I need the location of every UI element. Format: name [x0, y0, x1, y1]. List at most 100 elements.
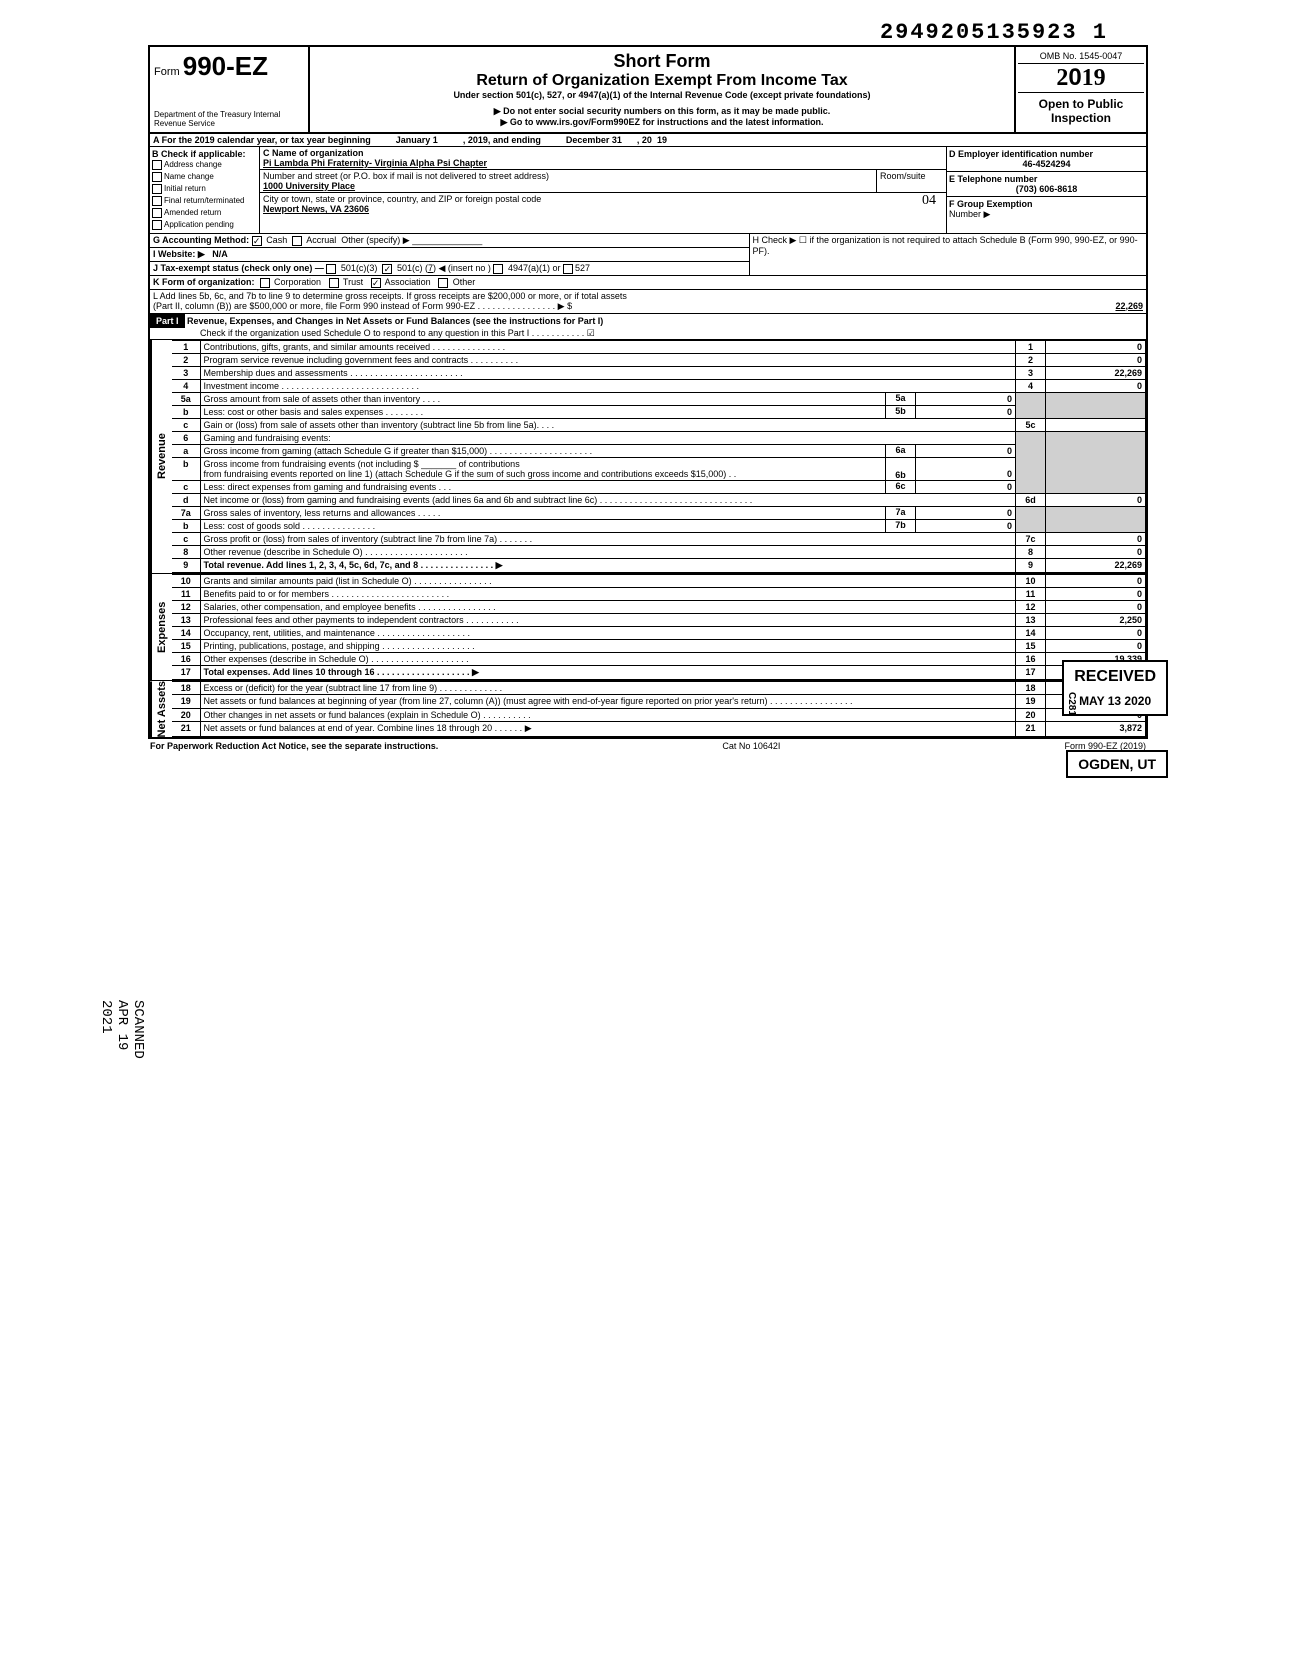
ln2-amt: 0: [1046, 353, 1146, 366]
row-a-end: December 31: [566, 135, 622, 145]
ln5a-amt: 0: [915, 393, 1015, 405]
check-address[interactable]: [152, 160, 162, 170]
ln5b-box: 5b: [885, 406, 915, 418]
check-corp[interactable]: [260, 278, 270, 288]
ln11-num: 11: [172, 587, 200, 600]
row-a-yearval: 19: [657, 135, 667, 145]
footer-mid: Cat No 10642I: [722, 741, 780, 751]
ln6-desc: Gaming and fundraising events:: [200, 431, 1016, 444]
ln5a-box: 5a: [885, 393, 915, 405]
check-cash[interactable]: ✓: [252, 236, 262, 246]
ln6b-d2: of contributions: [459, 459, 520, 469]
ln14-num: 14: [172, 626, 200, 639]
ln5b-amt: 0: [915, 406, 1015, 418]
ln12-box: 12: [1016, 600, 1046, 613]
ln7b-amt: 0: [915, 520, 1015, 532]
ln13-box: 13: [1016, 613, 1046, 626]
h-text: H Check ▶ ☐ if the organization is not r…: [753, 235, 1138, 256]
ln5c-amt: [1046, 418, 1146, 431]
ln13-amt: 2,250: [1046, 613, 1146, 626]
ln11-box: 11: [1016, 587, 1046, 600]
ln15-amt: 0: [1046, 639, 1146, 652]
lbl-501c: 501(c) (: [397, 263, 428, 273]
ein: 46-4524294: [949, 159, 1144, 169]
ln1-desc: Contributions, gifts, grants, and simila…: [200, 340, 1016, 353]
ln8-desc: Other revenue (describe in Schedule O) .…: [200, 545, 1016, 558]
row-a-label: A For the 2019 calendar year, or tax yea…: [153, 135, 371, 145]
ln5c-box: 5c: [1016, 418, 1046, 431]
e-label: E Telephone number: [949, 174, 1144, 184]
check-amended[interactable]: [152, 208, 162, 218]
lbl-trust: Trust: [343, 277, 363, 287]
public-2: Inspection: [1051, 111, 1111, 125]
check-name[interactable]: [152, 172, 162, 182]
ln21-box: 21: [1016, 722, 1046, 737]
k-label: K Form of organization:: [153, 277, 255, 287]
ln10-desc: Grants and similar amounts paid (list in…: [200, 574, 1016, 587]
ln16-num: 16: [172, 652, 200, 665]
ln8-num: 8: [172, 545, 200, 558]
omb-number: OMB No. 1545-0047: [1018, 49, 1144, 64]
ln6c-num: c: [172, 480, 200, 493]
j-label: J Tax-exempt status (check only one) —: [153, 263, 324, 273]
ln4-desc: Investment income . . . . . . . . . . . …: [200, 379, 1016, 392]
ln11-amt: 0: [1046, 587, 1146, 600]
ln12-amt: 0: [1046, 600, 1146, 613]
l-text1: L Add lines 5b, 6c, and 7b to line 9 to …: [153, 291, 1143, 301]
ln17-box: 17: [1016, 665, 1046, 679]
check-assoc[interactable]: ✓: [371, 278, 381, 288]
check-4947[interactable]: [493, 264, 503, 274]
ln14-box: 14: [1016, 626, 1046, 639]
vlabel-revenue: Revenue: [150, 340, 172, 573]
website: N/A: [212, 249, 228, 259]
ln1-num: 1: [172, 340, 200, 353]
check-501c[interactable]: ✓: [382, 264, 392, 274]
part1-check: Check if the organization used Schedule …: [150, 328, 1146, 339]
c-name-label: C Name of organization: [263, 148, 943, 158]
ln2-desc: Program service revenue including govern…: [200, 353, 1016, 366]
stamp-date: MAY 13 2020: [1074, 694, 1156, 708]
street-label: Number and street (or P.O. box if mail i…: [263, 171, 873, 181]
ln8-amt: 0: [1046, 545, 1146, 558]
check-accrual[interactable]: [292, 236, 302, 246]
lbl-4947: 4947(a)(1) or: [508, 263, 561, 273]
room-handwritten: 04: [922, 193, 936, 209]
ln16-box: 16: [1016, 652, 1046, 665]
check-pending[interactable]: [152, 220, 162, 230]
ln19-desc: Net assets or fund balances at beginning…: [200, 695, 1016, 709]
ln7c-num: c: [172, 532, 200, 545]
goto-link: ▶ Go to www.irs.gov/Form990EZ for instru…: [318, 117, 1006, 128]
ln15-desc: Printing, publications, postage, and shi…: [200, 639, 1016, 652]
ln17-num: 17: [172, 665, 200, 679]
check-final[interactable]: [152, 196, 162, 206]
ln14-desc: Occupancy, rent, utilities, and maintena…: [200, 626, 1016, 639]
ln3-desc: Membership dues and assessments . . . . …: [200, 366, 1016, 379]
ln7a-box: 7a: [885, 507, 915, 519]
check-initial[interactable]: [152, 184, 162, 194]
ssn-warning: ▶ Do not enter social security numbers o…: [318, 106, 1006, 117]
ln7a-num: 7a: [172, 506, 200, 519]
check-527[interactable]: [563, 264, 573, 274]
lbl-address: Address change: [164, 160, 222, 169]
ln7b-desc: Less: cost of goods sold . . . . . . . .…: [201, 520, 886, 532]
lbl-cash: Cash: [266, 235, 287, 245]
ln9-desc: Total revenue. Add lines 1, 2, 3, 4, 5c,…: [200, 558, 1016, 572]
ln16-desc: Other expenses (describe in Schedule O) …: [200, 652, 1016, 665]
ln4-amt: 0: [1046, 379, 1146, 392]
ln21-amt: 3,872: [1046, 722, 1146, 737]
check-501c3[interactable]: [326, 264, 336, 274]
ln6d-desc: Net income or (loss) from gaming and fun…: [200, 493, 1016, 506]
i-label: I Website: ▶: [153, 249, 205, 259]
city: Newport News, VA 23606: [263, 204, 943, 214]
stamp-code: C281: [1066, 692, 1077, 716]
tax-year: 20201919: [1018, 64, 1144, 92]
ln6-num: 6: [172, 431, 200, 444]
ln6b-amt: 0: [915, 458, 1015, 480]
ln20-num: 20: [172, 708, 200, 722]
ln6b-box: 6b: [885, 458, 915, 480]
ln5a-desc: Gross amount from sale of assets other t…: [201, 393, 886, 405]
lbl-other-method: Other (specify) ▶: [341, 235, 409, 245]
check-other[interactable]: [438, 278, 448, 288]
ln9-box: 9: [1016, 558, 1046, 572]
check-trust[interactable]: [329, 278, 339, 288]
